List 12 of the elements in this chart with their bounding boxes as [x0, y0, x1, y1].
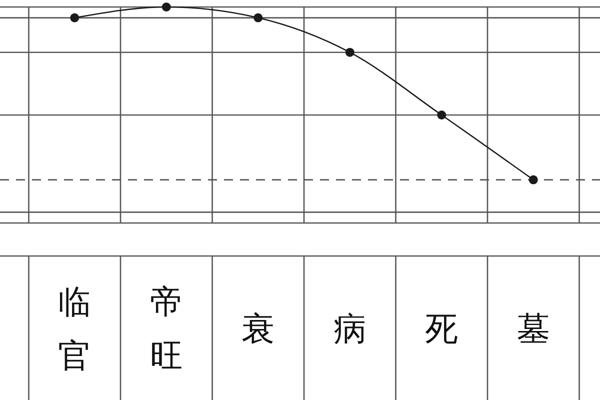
- x-tick-label: 帝旺: [150, 285, 183, 375]
- x-tick-label: 病: [333, 312, 366, 348]
- point: [437, 110, 446, 120]
- point: [162, 2, 171, 12]
- point: [70, 13, 80, 22]
- point: [254, 13, 263, 22]
- point: [528, 175, 538, 184]
- x-tick-label: 墓: [516, 312, 550, 348]
- x-tick-label: 衰: [242, 312, 275, 348]
- x-tick-label: 临官: [58, 285, 92, 375]
- point: [345, 48, 354, 57]
- x-tick-label: 死: [425, 312, 458, 348]
